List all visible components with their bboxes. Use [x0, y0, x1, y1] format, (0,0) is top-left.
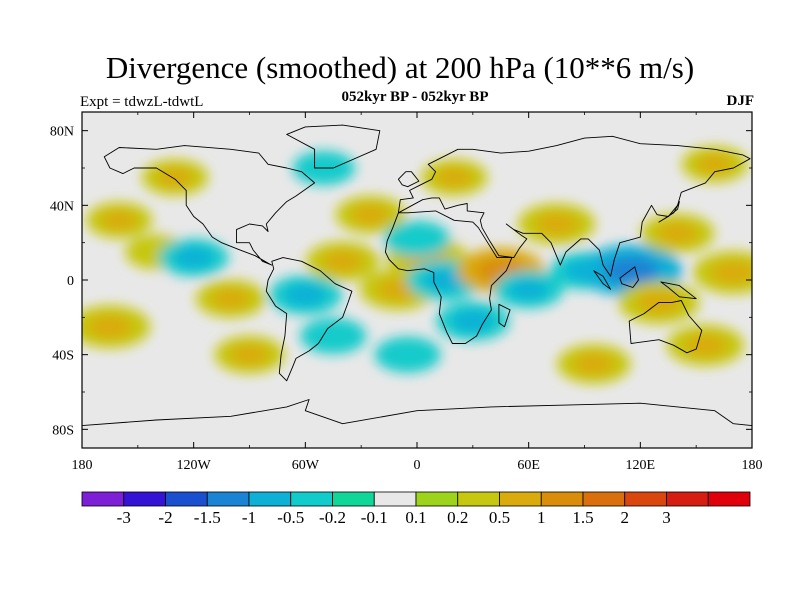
field-anomaly-core: [657, 222, 698, 245]
field-anomaly-core: [452, 310, 493, 332]
colorbar-label: 0.1: [405, 508, 426, 527]
field-anomaly-core: [322, 250, 363, 273]
field-anomaly-core: [696, 154, 733, 175]
lon-tick-label: 180: [72, 458, 93, 473]
field-anomaly-core: [230, 344, 269, 366]
field-anomaly-core: [684, 334, 727, 357]
colorbar-swatch: [373, 491, 417, 507]
colorbar: -3 -2 -1.5 -1 -0.5 -0.2 -0.1 0.1 0.2 0.5 1 1.5 2 3: [81, 491, 751, 527]
field-anomaly-core: [174, 247, 213, 268]
lat-tick-label: 0: [67, 274, 74, 289]
lon-tick-label: 120E: [626, 458, 656, 473]
colorbar-label: -1.5: [194, 508, 221, 527]
lon-tick-label: 120W: [177, 458, 212, 473]
season-label: DJF: [726, 93, 755, 109]
colorbar-label: -1: [242, 508, 256, 527]
lat-tick-label: 80N: [50, 125, 74, 140]
field-anomaly-core: [87, 315, 133, 339]
colorbar-swatch: [81, 491, 125, 507]
colorbar-label: 1.5: [572, 508, 593, 527]
lat-tick-label: 80S: [52, 423, 74, 438]
field-anomaly-core: [315, 326, 352, 346]
lat-tick-label: 40S: [52, 349, 74, 364]
map-axes: 80N 40N 0 40S 80S 180 120W 60W 0 60E 120E 180: [50, 112, 763, 473]
colorbar-swatch: [540, 491, 584, 507]
field-anomaly-core: [711, 260, 752, 285]
field-anomaly-core: [389, 344, 426, 365]
field-anomaly-core: [602, 256, 660, 285]
lat-tick-label: 40N: [50, 199, 74, 214]
coastline-path: [265, 257, 353, 382]
coastline-path: [593, 270, 612, 290]
field-anomaly-core: [101, 210, 138, 231]
colorbar-label: 1: [537, 508, 546, 527]
colorbar-swatch: [582, 491, 626, 507]
field-anomaly-core: [156, 167, 194, 188]
lon-tick-label: 0: [414, 458, 421, 473]
colorbar-swatch: [707, 491, 751, 507]
coastline-path: [384, 210, 513, 344]
colorbar-swatch: [123, 491, 166, 507]
coastline-path: [397, 171, 420, 188]
field-anomaly-core: [211, 288, 251, 310]
coastline-path: [397, 135, 751, 277]
colorbar-label: -2: [158, 508, 172, 527]
coastline-path: [82, 399, 752, 448]
lon-tick-label: 180: [742, 458, 763, 473]
colorbar-label: -0.5: [277, 508, 304, 527]
coastline-path: [498, 303, 511, 328]
field-anomaly-core: [509, 278, 548, 300]
field-anomaly-core: [535, 212, 578, 236]
field-anomaly-core: [436, 167, 473, 188]
coastline-path: [619, 266, 639, 288]
coastline-path: [286, 124, 381, 169]
colorbar-label: -0.1: [361, 508, 388, 527]
field-anomaly-core: [398, 229, 436, 249]
colorbar-label: 3: [662, 508, 671, 527]
colorbar-swatch: [415, 491, 459, 507]
colorbar-swatch: [206, 491, 250, 507]
coastline-path: [628, 300, 703, 354]
period-label: 052kyr BP - 052kyr BP: [341, 89, 489, 105]
colorbar-label: 2: [621, 508, 630, 527]
colorbar-swatch: [165, 491, 208, 507]
colorbar-swatch: [290, 491, 333, 507]
coastline-path: [103, 145, 316, 266]
field-anomaly-core: [351, 204, 390, 226]
colorbar-swatch: [457, 491, 500, 507]
colorbar-swatch: [248, 491, 292, 507]
colorbar-label: 0.5: [489, 508, 510, 527]
field-anomaly-core: [573, 353, 614, 375]
coastlines: [82, 124, 752, 448]
coastline-path: [658, 201, 680, 223]
colorbar-swatch: [332, 491, 375, 507]
experiment-label: Expt = tdwzL-tdwtL: [80, 94, 204, 110]
coastline-path: [660, 281, 697, 300]
page-title: Divergence (smoothed) at 200 hPa (10**6 …: [105, 50, 695, 85]
field-anomaly-core: [423, 268, 467, 292]
colorbar-label: 0.2: [447, 508, 468, 527]
lon-tick-label: 60W: [292, 458, 320, 473]
field-anomaly-core: [285, 284, 326, 306]
colorbar-swatch: [499, 491, 542, 507]
lon-tick-label: 60E: [517, 458, 540, 473]
colorbar-label: -0.2: [319, 508, 346, 527]
colorbar-swatch: [666, 491, 709, 507]
colorbar-label: -3: [117, 508, 131, 527]
colorbar-swatch: [624, 491, 667, 507]
